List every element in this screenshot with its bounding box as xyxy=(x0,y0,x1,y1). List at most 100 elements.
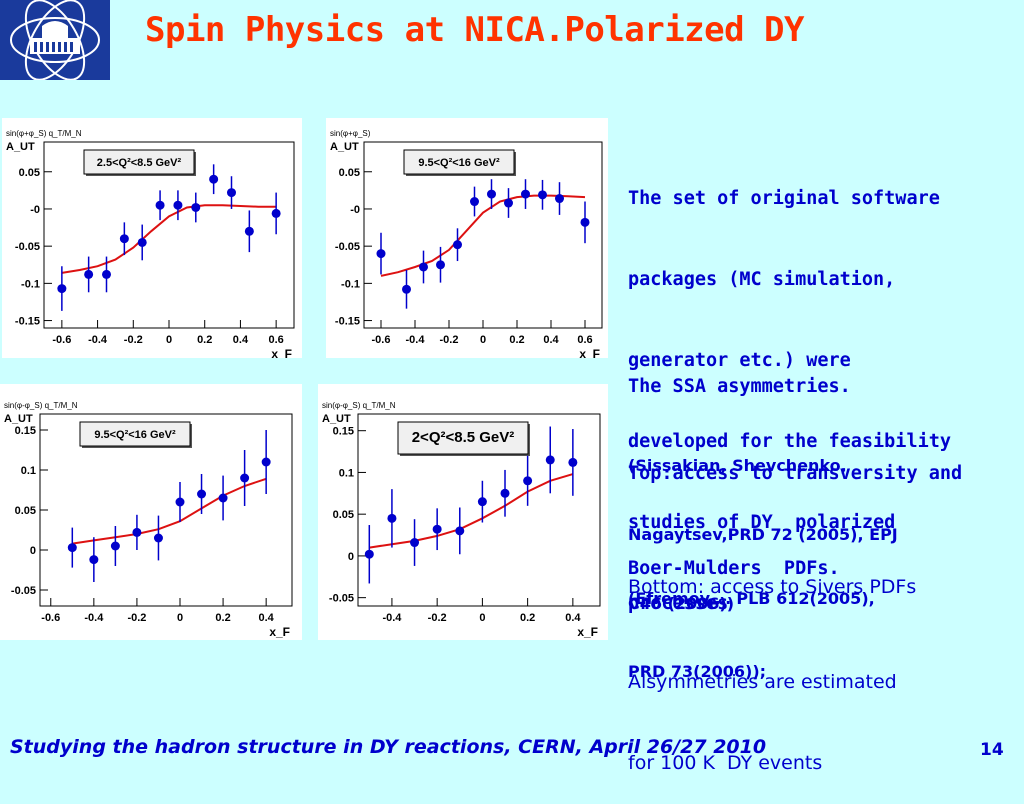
x-axis-label: x_F xyxy=(577,625,598,639)
legend-label: 9.5<Q²<16 GeV² xyxy=(94,429,176,441)
data-point xyxy=(436,260,445,270)
text-line: generator etc.) were xyxy=(628,350,851,371)
data-point xyxy=(580,217,590,227)
chart-bottom-left: 0.15 0.1 0.05 0 -0.05 -0.6 -0.4 -0.2 0 0.2 0.4x_F A… xyxy=(4,401,293,639)
data-point xyxy=(410,538,420,548)
data-point xyxy=(477,497,487,507)
data-point xyxy=(455,526,465,536)
data-point xyxy=(155,200,165,210)
x-tick-label: 0.4 xyxy=(565,612,581,624)
chart-panel-top-left: 0.05 -0 -0.05 -0.1 -0.15 -0.6 -0.4 -0.2 0 0.2 0.4 0… xyxy=(2,118,302,358)
data-point xyxy=(271,208,281,218)
data-point xyxy=(538,190,547,200)
x-tick-label: -0.4 xyxy=(382,612,402,624)
x-tick-label: -0.2 xyxy=(127,612,146,624)
y-tick-label: 0 xyxy=(348,551,354,563)
x-tick-label: -0.2 xyxy=(440,334,459,346)
legend-box xyxy=(83,149,195,175)
chart-bottom-right: 0.15 0.1 0.05 0 -0.05 -0.4 -0.2 0 0.2 0.4x_F A_UT s… xyxy=(322,401,601,639)
y-tick-label: -0.05 xyxy=(11,585,36,597)
legend-box xyxy=(79,421,191,447)
data-point xyxy=(261,457,271,467)
data-point xyxy=(523,476,533,486)
legend: 9.5<Q²<16 GeV² xyxy=(79,421,192,448)
data-point xyxy=(119,234,129,244)
text-line: (Sissakian, Shevchenko, xyxy=(628,456,847,475)
x-tick-label: 0 xyxy=(166,334,172,346)
y-tick-label: 0.05 xyxy=(19,167,40,179)
page-title: Spin Physics at NICA.Polarized DY xyxy=(145,10,805,50)
data-point xyxy=(137,237,147,247)
x-tick-label: 0.6 xyxy=(268,334,283,346)
text-line: The SSA asymmetries. xyxy=(628,376,851,397)
y-tick-label: 0.05 xyxy=(339,167,360,179)
legend: 9.5<Q²<16 GeV² xyxy=(403,149,516,176)
data-point xyxy=(504,198,513,208)
y-axis-label-weight: sin(φ-φ_S) q_T/M_N xyxy=(322,401,396,410)
y-tick-label: -0.15 xyxy=(15,316,40,328)
text-line: (Efremov,… PLB 612(2005), xyxy=(628,589,875,608)
text-line: Top:access to transversity and xyxy=(628,463,963,484)
y-tick-label: -0.05 xyxy=(15,241,40,253)
y-tick-label: 0.05 xyxy=(333,509,354,521)
data-point xyxy=(57,284,67,294)
text-line: The set of original software xyxy=(628,188,940,209)
jinr-logo-icon xyxy=(10,0,100,81)
data-point xyxy=(555,194,564,204)
fit-curve xyxy=(380,194,586,277)
x-tick-label: -0.2 xyxy=(124,334,143,346)
text-line: Boer-Mulders PDFs. xyxy=(628,558,840,579)
data-point xyxy=(487,189,496,199)
data-point xyxy=(500,488,510,498)
y-tick-label: 0.05 xyxy=(15,505,36,517)
reference-sissakian: (Sissakian, Shevchenko, Nagaytsev,PRD 72… xyxy=(628,408,898,638)
data-point xyxy=(419,262,428,272)
data-point xyxy=(568,457,578,467)
paragraph-software: The set of original software packages (M… xyxy=(628,131,951,644)
paragraph-ssa: The SSA asymmetries. Top:access to trans… xyxy=(628,314,962,612)
text-line: C46 (2006)) xyxy=(628,594,735,613)
fit-curve xyxy=(369,473,574,549)
legend-box xyxy=(397,421,529,455)
paragraph-sivers: Bottom: access to Sivers PDFs xyxy=(628,520,916,628)
data-point xyxy=(453,240,462,250)
x-tick-label: 0 xyxy=(480,334,486,346)
fit-curve xyxy=(61,204,277,274)
x-tick-label: 0 xyxy=(479,612,485,624)
legend-label: 9.5<Q²<16 GeV² xyxy=(418,157,500,169)
legend-label: 2<Q²<8.5 GeV² xyxy=(412,429,515,446)
data-point xyxy=(132,527,142,537)
x-axis-label: x_F xyxy=(269,625,290,639)
chart-panel-top-right: 0.05 -0 -0.05 -0.1 -0.15 -0.6 -0.4 -0.2 0 0.2 0.4 0… xyxy=(326,118,608,358)
x-tick-label: 0.2 xyxy=(509,334,524,346)
data-point xyxy=(227,188,236,198)
legend: 2<Q²<8.5 GeV² xyxy=(397,421,530,456)
data-point xyxy=(240,473,250,483)
x-tick-label: 0.2 xyxy=(520,612,535,624)
x-tick-label: -0.2 xyxy=(428,612,447,624)
data-point xyxy=(244,226,254,236)
x-tick-label: 0.4 xyxy=(233,334,249,346)
data-point xyxy=(209,174,219,184)
data-point xyxy=(218,493,228,503)
y-axis-label: A_UT xyxy=(330,141,359,153)
y-tick-label: -0.05 xyxy=(335,241,360,253)
x-tick-label: 0.2 xyxy=(197,334,212,346)
x-tick-label: 0.4 xyxy=(259,612,275,624)
x-tick-label: -0.6 xyxy=(41,612,60,624)
x-tick-label: -0.4 xyxy=(88,334,108,346)
legend-box xyxy=(403,149,515,175)
x-axis-label: x_F xyxy=(271,347,292,358)
data-point xyxy=(110,541,120,551)
y-tick-label: -0 xyxy=(30,204,40,216)
data-point xyxy=(173,200,183,210)
text-line: PRD 73(2006)); xyxy=(628,662,767,681)
paragraph-asymmetries: Alsymmetries are estimated for 100 K DY … xyxy=(628,615,897,804)
data-point xyxy=(175,497,185,507)
y-tick-label: 0.15 xyxy=(333,426,354,438)
data-point xyxy=(470,197,479,207)
y-axis-label-weight: sin(φ+φ_S) xyxy=(330,129,371,138)
logo xyxy=(0,0,110,81)
x-tick-label: -0.4 xyxy=(84,612,104,624)
data-point xyxy=(402,284,411,294)
